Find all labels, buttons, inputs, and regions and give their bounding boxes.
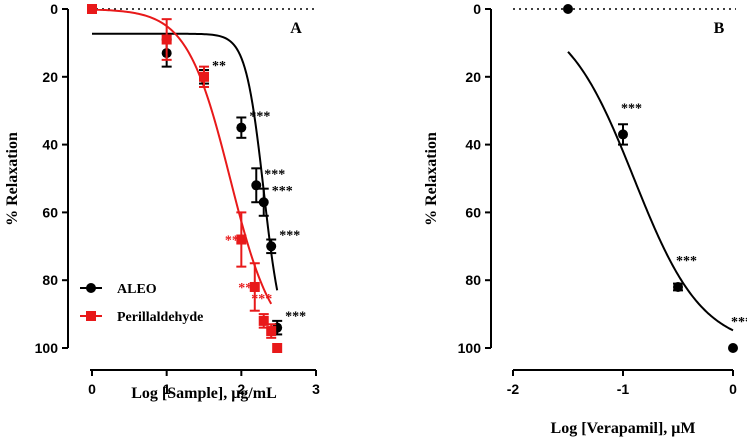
panel-b: 0 20 40 60 80 100 -2 -1 0 *** *** *** B % Relaxat… xyxy=(423,1,747,437)
panel-a-y-tick-label-0: 0 xyxy=(50,1,58,17)
panel-a-perillaldehyde-point xyxy=(258,315,269,326)
panel-a-perillaldehyde-point xyxy=(266,326,277,337)
panel-b-x-axis-title: Log [Verapamil], μM xyxy=(551,420,696,437)
panel-a-y-tick-label-80: 80 xyxy=(42,272,58,288)
legend-aleo-label: ALEO xyxy=(117,282,157,297)
panel-a-y-tick-label-20: 20 xyxy=(42,69,58,85)
panel-a-perillaldehyde-point xyxy=(272,343,283,353)
panel-a-perillaldehyde-fit-curve xyxy=(92,9,273,305)
panel-a-aleo-significance-label: *** xyxy=(279,228,300,243)
panel-b-verapamil-significance-label: *** xyxy=(676,254,697,269)
panel-a-x-tick-label-3: 3 xyxy=(312,381,320,397)
panel-b-y-tick-label-60: 60 xyxy=(465,204,481,220)
panel-a-perillaldehyde-point xyxy=(249,281,260,292)
panel-b-y-tick-label-20: 20 xyxy=(465,69,481,85)
panel-a-x-tick-label-2: 2 xyxy=(237,381,245,397)
panel-a-aleo-significance-label: *** xyxy=(264,167,285,182)
panel-a-perillaldehyde-significance-label: *** xyxy=(238,281,259,296)
panel-b-verapamil-point xyxy=(618,129,628,140)
panel-a-y-axis-title: % Relaxation xyxy=(4,132,21,226)
panel-a-perillaldehyde-point xyxy=(87,4,97,14)
panel-a-x-axis-title: Log [Sample], μg/mL xyxy=(131,385,277,402)
panel-a-x-tick-label-1: 1 xyxy=(163,381,171,397)
panel-a-perillaldehyde-significance-label: *** xyxy=(251,292,272,307)
panel-a-aleo-significance-label: *** xyxy=(272,184,293,199)
panel-b-verapamil-significance-label: *** xyxy=(731,315,747,330)
panel-b-verapamil-point xyxy=(563,4,573,14)
panel-b-x-ticks: -2 -1 0 xyxy=(507,370,737,397)
panel-b-x-tick-label--1: -1 xyxy=(617,381,630,397)
panel-b-y-ticks: 0 20 40 60 80 100 xyxy=(458,1,491,356)
panel-a-y-ticks: 0 20 40 60 80 100 xyxy=(35,1,68,356)
panel-a-perillaldehyde-point xyxy=(236,234,247,245)
panel-a-x-ticks: 0 1 2 3 xyxy=(88,370,320,397)
legend-aleo-marker xyxy=(86,283,96,293)
panel-b-x-tick-label--2: -2 xyxy=(507,381,520,397)
panel-a-legend: ALEO Perillaldehyde xyxy=(80,282,203,325)
panel-b-verapamil-significance-label: *** xyxy=(621,101,642,116)
panel-a-letter: A xyxy=(290,20,302,37)
panel-a-x-tick-label-0: 0 xyxy=(88,381,96,397)
panel-b-verapamil-fit-curve xyxy=(567,51,734,332)
panel-a-data-marks: ************************** xyxy=(87,4,306,353)
panel-a-aleo-significance-label: *** xyxy=(249,110,270,125)
panel-a-y-tick-label-40: 40 xyxy=(42,137,58,153)
panel-a-aleo-significance-label: *** xyxy=(285,310,306,325)
panel-a-aleo-point xyxy=(258,197,269,208)
panel-b-x-tick-label-0: 0 xyxy=(729,381,737,397)
panel-b-letter: B xyxy=(714,20,725,37)
legend-perillaldehyde-label: Perillaldehyde xyxy=(117,310,203,325)
panel-a-perillaldehyde-point xyxy=(199,71,209,82)
panel-a-y-tick-label-60: 60 xyxy=(42,204,58,220)
panel-a-aleo-significance-label: ** xyxy=(212,59,226,74)
panel-b-data-marks: *** *** *** xyxy=(563,4,747,353)
panel-a-y-tick-label-100: 100 xyxy=(35,340,59,356)
panel-b-y-tick-label-100: 100 xyxy=(458,340,482,356)
panel-a-perillaldehyde-point xyxy=(161,34,172,45)
panel-b-y-axis-title: % Relaxation xyxy=(423,132,440,226)
panel-a-aleo-point xyxy=(236,122,247,133)
panel-b-verapamil-point xyxy=(728,343,738,353)
panel-b-y-tick-label-40: 40 xyxy=(465,137,481,153)
panel-b-verapamil-point xyxy=(673,281,683,292)
panel-a-perillaldehyde-significance-label: *** xyxy=(225,234,246,249)
legend-perillaldehyde-marker xyxy=(86,311,96,321)
panel-a-aleo-fit-curve xyxy=(92,32,279,291)
panel-a-aleo-point xyxy=(266,241,277,252)
panel-b-y-tick-label-0: 0 xyxy=(473,1,481,17)
panel-b-y-tick-label-80: 80 xyxy=(465,272,481,288)
